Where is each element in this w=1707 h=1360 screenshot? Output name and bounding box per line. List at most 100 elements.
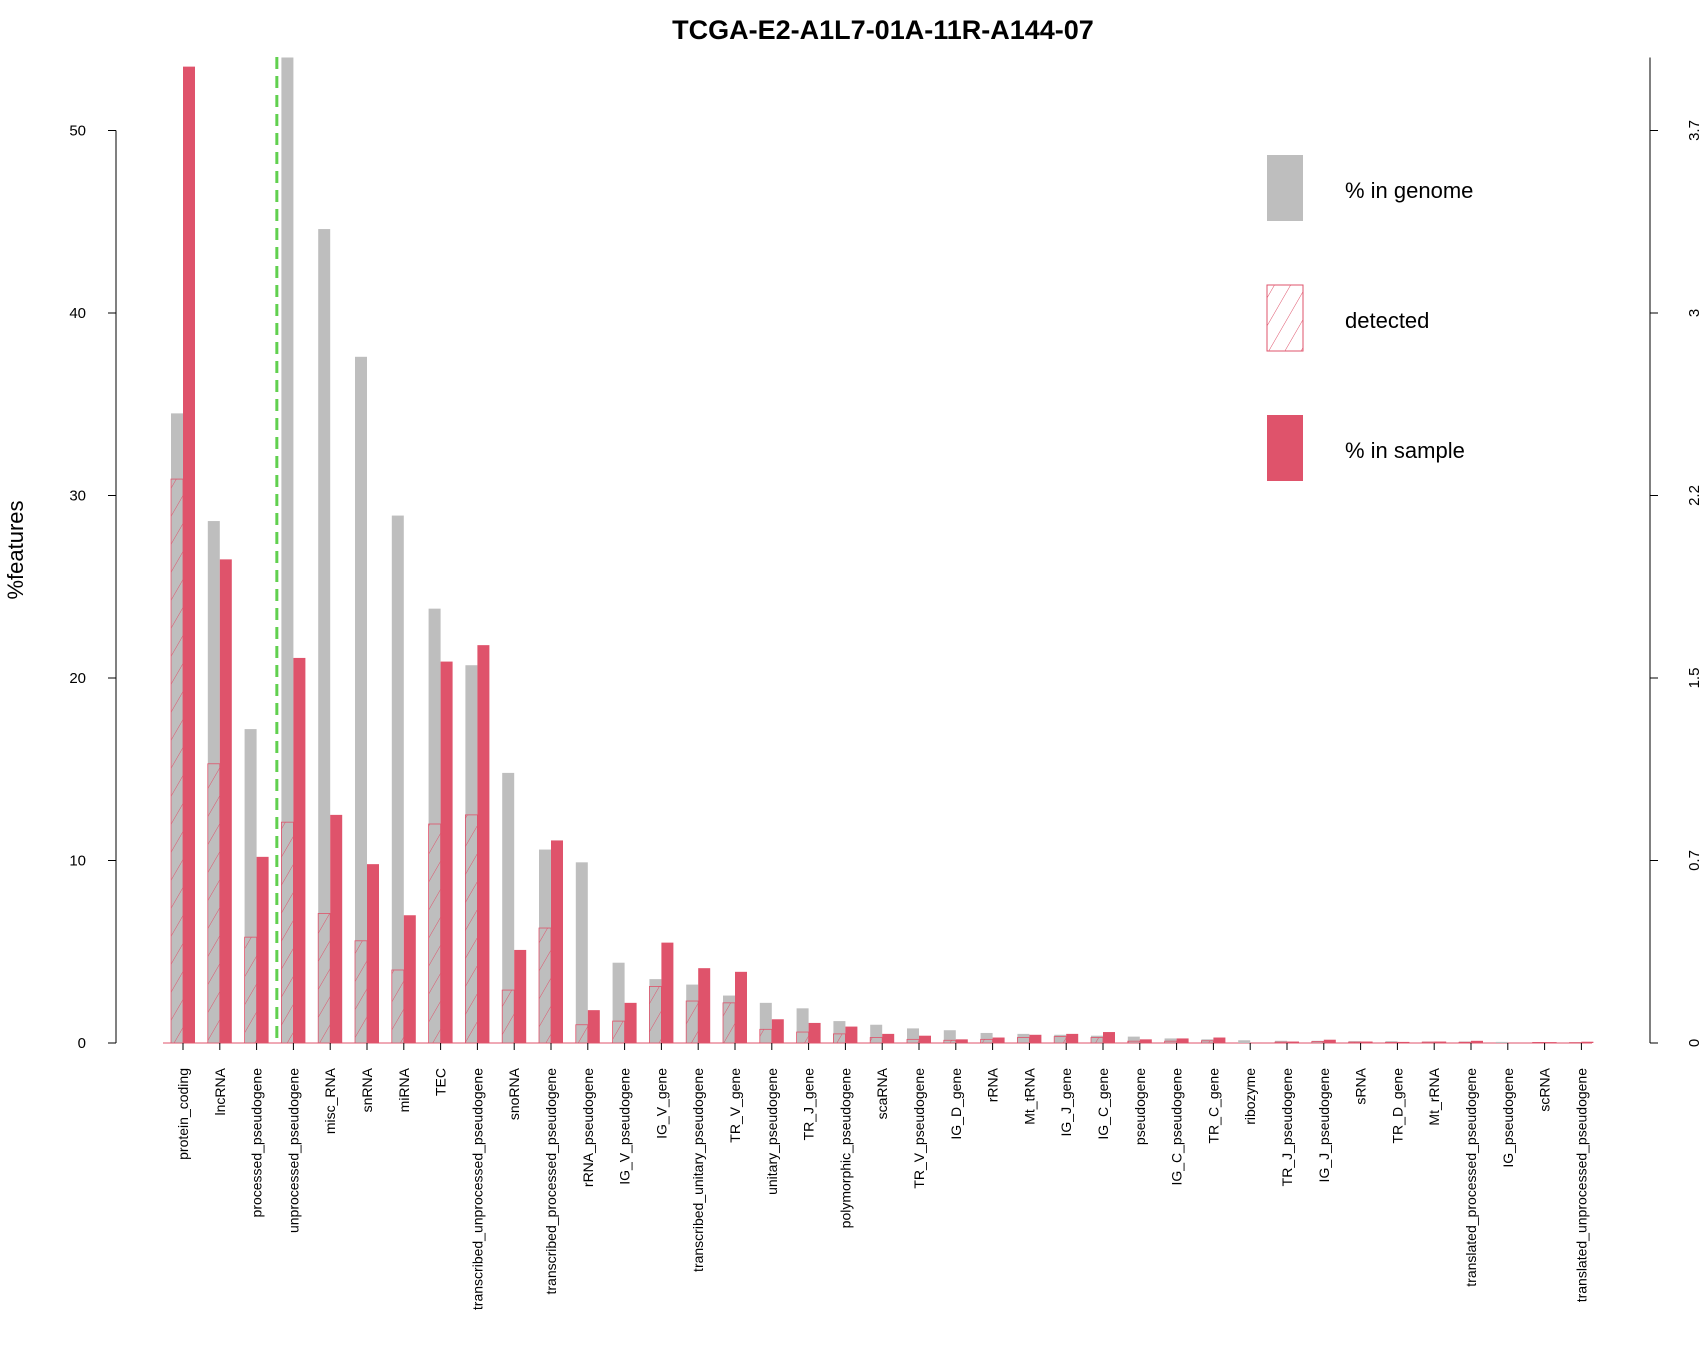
x-tick-label: IG_V_pseudogene	[617, 1068, 633, 1185]
bar-detected-lncRNA	[207, 763, 221, 1044]
x-tick-label: protein_coding	[175, 1068, 191, 1160]
bar-detected-translated_processed_pseudogene	[1458, 1041, 1472, 1044]
x-tick-label: snoRNA	[506, 1067, 522, 1120]
bar-sample-IG_D_gene	[955, 1039, 968, 1043]
bar-detected-misc_RNA	[317, 913, 331, 1044]
legend-swatch-genome	[1267, 155, 1303, 221]
bar-detected-Mt_tRNA	[1017, 1037, 1030, 1044]
bar-sample-IG_J_pseudogene	[1323, 1039, 1336, 1043]
bar-sample-protein_coding	[183, 66, 195, 1043]
bar-sample-polymorphic_pseudogene	[845, 1026, 858, 1043]
bar-sample-translated_processed_pseudogene	[1471, 1040, 1483, 1043]
bar-detected-protein_coding	[170, 478, 184, 1044]
bar-sample-TR_J_pseudogene	[1287, 1041, 1299, 1043]
y-tick-label: 10	[69, 853, 86, 870]
bar-sample-TR_V_pseudogene	[919, 1035, 931, 1043]
bar-sample-TR_V_gene	[735, 971, 747, 1043]
legend-label-sample: % in sample	[1345, 438, 1465, 463]
bar-detected-snRNA	[354, 940, 368, 1044]
legend: % in genome detected % in sample	[1266, 155, 1473, 481]
x-tick-label: Mt_tRNA	[1021, 1067, 1037, 1124]
bar-detected-IG_C_pseudogene	[1164, 1040, 1177, 1044]
y2-tick-label: 1.5	[1686, 668, 1703, 689]
x-tick-label: processed_pseudogene	[249, 1068, 265, 1218]
bar-sample-snRNA	[367, 864, 379, 1043]
y2-tick-label: 3	[1686, 309, 1703, 317]
x-tick-label: polymorphic_pseudogene	[837, 1068, 853, 1229]
x-axis-labels: protein_coding lncRNA processed_pseudogene…	[175, 1043, 1589, 1310]
bar-sample-sRNA	[1360, 1041, 1373, 1043]
x-tick-label: translated_unprocessed_pseudogene	[1573, 1068, 1589, 1303]
bar-genome-pseudogene	[1127, 1036, 1140, 1043]
x-tick-label: lncRNA	[212, 1067, 228, 1115]
bar-detected-rRNA_pseudogene	[575, 1024, 589, 1044]
bar-genome-ribozyme	[1238, 1040, 1251, 1043]
y2-tick-label: 2.2	[1686, 485, 1703, 506]
x-tick-label: IG_C_gene	[1095, 1068, 1111, 1140]
bar-detected-transcribed_processed_pseudogene	[538, 927, 552, 1044]
y-tick-label: 0	[78, 1035, 86, 1052]
x-tick-label: transcribed_processed_pseudogene	[543, 1068, 559, 1295]
x-tick-label: IG_pseudogene	[1500, 1068, 1516, 1168]
x-tick-label: transcribed_unprocessed_pseudogene	[469, 1068, 485, 1310]
bar-genome-IG_pseudogene	[1495, 1041, 1508, 1043]
bar-sample-lncRNA	[219, 559, 232, 1043]
bar-genome-snRNA	[355, 356, 367, 1043]
bar-detected-unprocessed_pseudogene	[280, 821, 294, 1044]
x-tick-label: miRNA	[396, 1067, 412, 1112]
y-tick-label: 30	[69, 488, 86, 505]
bar-sample-unprocessed_pseudogene	[293, 657, 306, 1043]
bar-detected-TR_C_gene	[1201, 1040, 1214, 1044]
x-tick-label: scRNA	[1537, 1067, 1553, 1111]
bar-sample-unitary_pseudogene	[771, 1019, 784, 1043]
x-tick-label: misc_RNA	[322, 1067, 338, 1134]
bar-sample-Mt_tRNA	[1029, 1034, 1042, 1043]
x-tick-label: TR_C_gene	[1205, 1068, 1221, 1144]
x-tick-label: unitary_pseudogene	[764, 1068, 780, 1195]
bar-detected-IG_J_pseudogene	[1311, 1041, 1325, 1044]
bar-sample-misc_RNA	[330, 814, 343, 1043]
bar-sample-TR_C_gene	[1213, 1037, 1226, 1043]
secondary-y-axis: 0 0.7 1.5 2.2 3 3.7	[1649, 57, 1703, 1047]
x-tick-label: ribozyme	[1242, 1068, 1258, 1125]
bar-sample-transcribed_processed_pseudogene	[551, 840, 563, 1043]
bar-detected-transcribed_unitary_pseudogene	[685, 1000, 699, 1044]
bar-detected-TR_V_pseudogene	[906, 1038, 920, 1044]
bar-detected-TR_V_gene	[722, 1002, 736, 1044]
legend-swatch-sample	[1267, 415, 1303, 481]
bar-sample-IG_C_gene	[1103, 1032, 1115, 1043]
bar-sample-snoRNA	[514, 949, 527, 1043]
bar-detected-scaRNA	[869, 1037, 883, 1044]
bar-sample-miRNA	[403, 915, 416, 1043]
x-tick-label: IG_J_pseudogene	[1316, 1068, 1332, 1183]
bar-detected-TR_J_pseudogene	[1274, 1041, 1288, 1044]
x-tick-label: snRNA	[359, 1067, 375, 1112]
bar-sample-rRNA_pseudogene	[587, 1010, 600, 1043]
x-tick-label: rRNA	[985, 1067, 1001, 1102]
bar-detected-transcribed_unprocessed_pseudogene	[464, 814, 478, 1044]
bar-detected-TR_D_gene	[1385, 1042, 1398, 1044]
bar-genome-rRNA	[980, 1032, 993, 1043]
bar-sample-TR_D_gene	[1397, 1041, 1410, 1043]
y2-tick-label: 0	[1686, 1039, 1703, 1047]
bar-sample-IG_V_pseudogene	[624, 1002, 637, 1043]
bar-genome-rRNA_pseudogene	[575, 862, 588, 1043]
bar-detected-Mt_rRNA	[1421, 1041, 1435, 1044]
x-tick-label: TR_J_gene	[801, 1068, 817, 1141]
bar-genome-IG_D_gene	[943, 1030, 956, 1043]
y-axis-label: %features	[3, 500, 28, 599]
bar-detected-unitary_pseudogene	[759, 1028, 773, 1044]
bar-detected-scRNA	[1532, 1042, 1545, 1044]
bar-sample-IG_V_gene	[661, 942, 674, 1043]
bar-detected-snoRNA	[501, 989, 515, 1044]
bar-sample-TR_J_gene	[808, 1022, 821, 1043]
bar-genome-snoRNA	[502, 772, 515, 1043]
bar-genome-misc_RNA	[318, 229, 331, 1044]
bar-sample-scRNA	[1544, 1042, 1557, 1043]
y-tick-label: 40	[69, 305, 86, 322]
x-tick-label: IG_J_gene	[1058, 1068, 1074, 1137]
bar-detected-pseudogene	[1127, 1040, 1141, 1044]
bar-detected-sRNA	[1348, 1041, 1361, 1044]
